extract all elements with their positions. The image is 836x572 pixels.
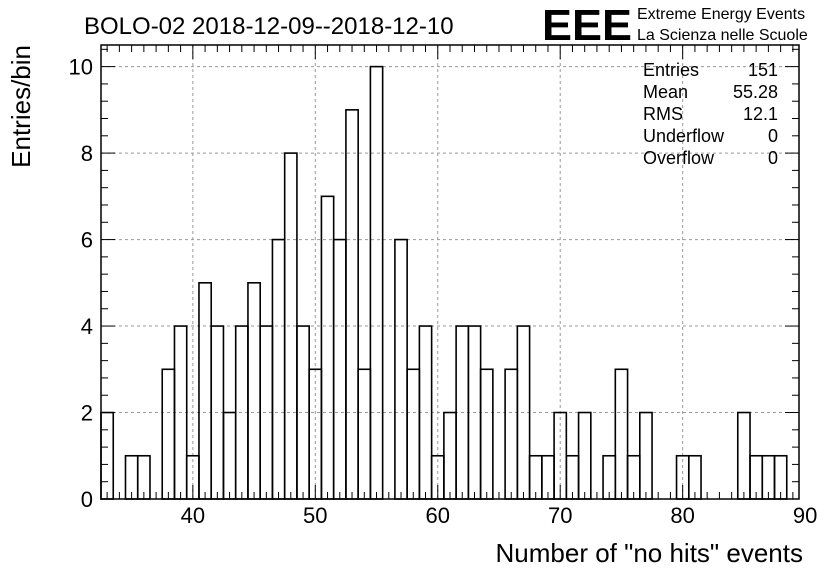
x-tick-label: 90 [793,503,817,528]
x-tick-label: 50 [303,503,327,528]
stats-value: 0 [768,126,778,146]
histogram-bin [357,368,372,500]
stats-label: RMS [643,104,683,124]
histogram-bin [369,65,384,500]
plot-frame [100,44,800,500]
histogram-bin [443,411,457,500]
histogram-bin [614,368,629,500]
y-tick-label: 10 [69,55,93,80]
x-axis-title: Number of "no hits" events [496,538,804,568]
y-tick-label: 4 [81,314,93,339]
stats-value: 55.28 [733,82,778,102]
histogram-bin [639,411,653,500]
stats-label: Entries [643,60,699,80]
histogram-bin [332,238,347,500]
histogram-bin [271,238,286,500]
axis-ticks [101,45,799,500]
y-tick-label: 0 [81,487,93,512]
x-tick-label: 70 [548,503,572,528]
stats-label: Overflow [643,148,715,168]
histogram-bin [222,411,237,500]
histogram-bin [100,411,115,500]
x-tick-label: 60 [426,503,450,528]
logo-mark: EEE [542,1,632,50]
histogram-bin [320,195,335,500]
eee-logo: EEE Extreme Energy Events La Scienza nel… [542,1,808,50]
chart-title: BOLO-02 2018-12-09--2018-12-10 [84,13,454,40]
y-tick-label: 2 [81,401,93,426]
logo-line-2: La Scienza nelle Scuole [637,27,808,44]
histogram-bin [736,411,751,500]
x-tick-labels: 40 50 60 70 80 90 [181,503,818,528]
x-tick-label: 40 [181,503,205,528]
stats-value: 12.1 [743,104,778,124]
histogram-bin [161,368,176,500]
y-tick-label: 6 [81,228,93,253]
stats-box: Entries 151 Mean 55.28 RMS 12.1 Underflow 0 Over… [643,60,778,168]
histogram-bin [198,282,213,500]
y-tick-labels: 0 2 4 6 8 10 [69,55,93,512]
histogram-bin [394,238,408,500]
histogram-bin [406,368,421,500]
histogram-bin [479,368,494,500]
histogram-bin [345,109,359,500]
histogram-bin [504,368,519,500]
grid-lines [101,45,799,499]
y-axis-title: Entries/bin [6,45,36,168]
x-tick-label: 80 [670,503,694,528]
stats-label: Mean [643,82,688,102]
stats-value: 151 [748,60,778,80]
stats-value: 0 [768,148,778,168]
stats-label: Underflow [643,126,725,146]
histogram-bin [577,411,592,500]
y-tick-label: 8 [81,141,93,166]
logo-line-1: Extreme Energy Events [637,6,805,23]
histogram-bin [247,282,261,500]
